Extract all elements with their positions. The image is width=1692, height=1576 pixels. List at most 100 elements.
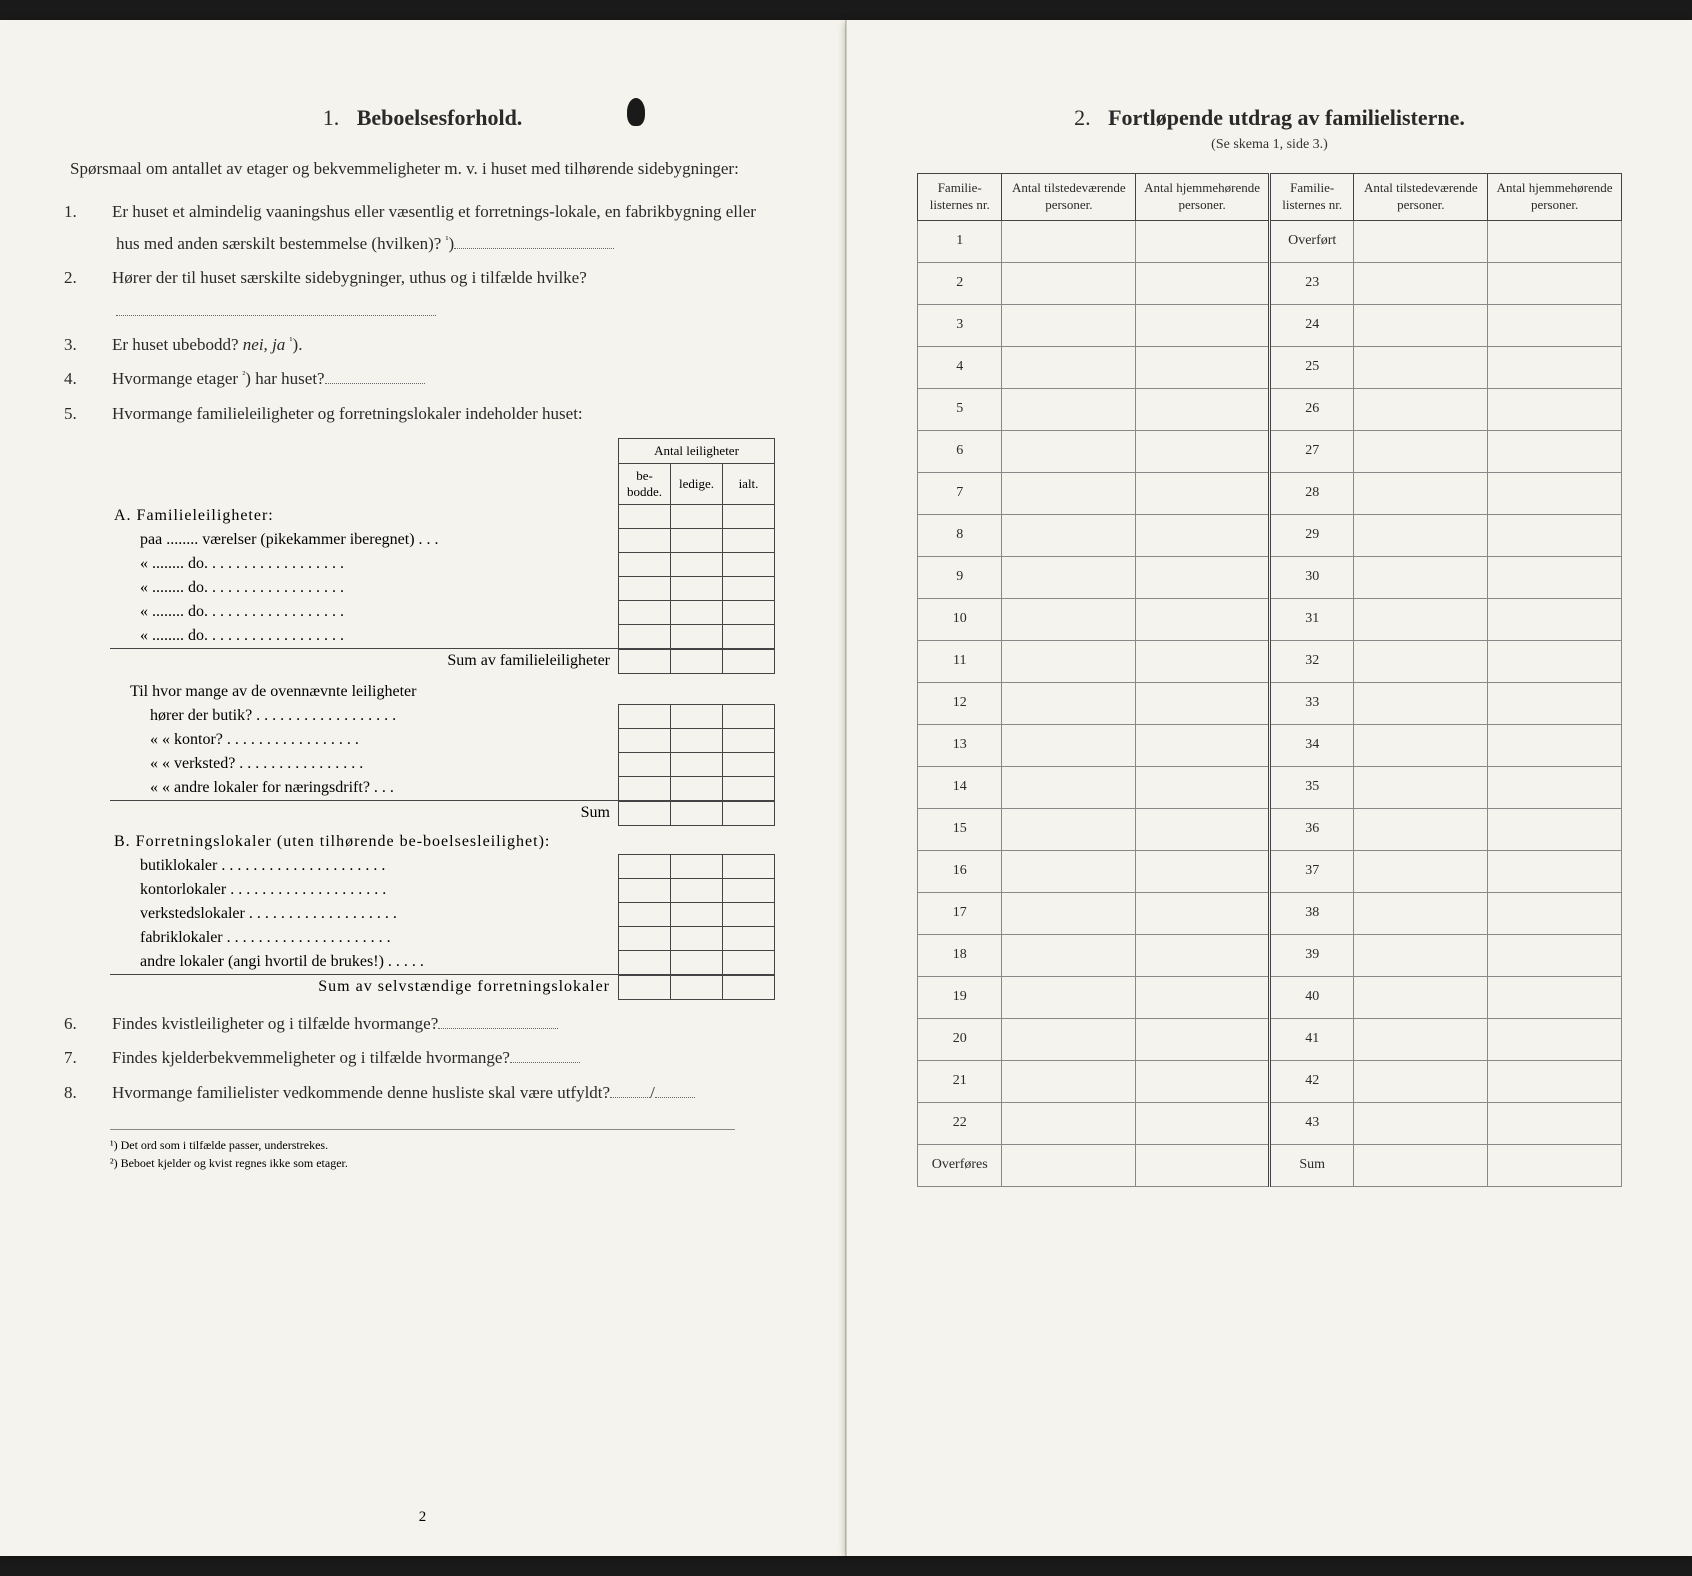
section2-number: 2.: [1074, 105, 1091, 130]
secA-sum: Sum av familieleiligheter: [110, 649, 619, 674]
right-belong: [1488, 346, 1622, 388]
right-belong: [1488, 766, 1622, 808]
left-num: 10: [918, 598, 1002, 640]
secA-r5: « ........ do. . . . . . . . . . . . . .…: [110, 624, 619, 649]
right-present: [1354, 934, 1488, 976]
left-belong: [1136, 976, 1270, 1018]
right-belong: [1488, 1018, 1622, 1060]
q7-text: Findes kjelderbekvemmeligheter og i tilf…: [112, 1048, 510, 1067]
secA2-r1: hører der butik? . . . . . . . . . . . .…: [110, 704, 619, 728]
left-num: 7: [918, 472, 1002, 514]
left-belong: [1136, 472, 1270, 514]
left-present: [1002, 1102, 1136, 1144]
family-list-table: Familie-listernes nr. Antal tilstedevære…: [917, 173, 1622, 1187]
left-belong: [1136, 346, 1270, 388]
secA2-r2: « « kontor? . . . . . . . . . . . . . . …: [110, 728, 619, 752]
right-belong: [1488, 262, 1622, 304]
fam-h4: Familie-listernes nr.: [1269, 174, 1353, 221]
right-belong: [1488, 304, 1622, 346]
q5-text: Hvormange familieleiligheter og forretni…: [112, 404, 583, 423]
right-num: 31: [1269, 598, 1353, 640]
right-belong: [1488, 556, 1622, 598]
left-present: [1002, 766, 1136, 808]
right-num: 29: [1269, 514, 1353, 556]
right-present: [1354, 1018, 1488, 1060]
right-num: 36: [1269, 808, 1353, 850]
table-row: 1738: [918, 892, 1622, 934]
right-num: 35: [1269, 766, 1353, 808]
left-present: [1002, 724, 1136, 766]
page-right: 2. Fortløpende utdrag av familielisterne…: [846, 20, 1692, 1556]
right-num: 32: [1269, 640, 1353, 682]
left-present: [1002, 430, 1136, 472]
table-row: 10 31: [918, 598, 1622, 640]
right-present: [1354, 346, 1488, 388]
footnotes: ¹) Det ord som i tilfælde passer, unders…: [110, 1129, 735, 1172]
left-num: 17: [918, 892, 1002, 934]
left-num: 5: [918, 388, 1002, 430]
left-belong: [1136, 682, 1270, 724]
right-num: 39: [1269, 934, 1353, 976]
left-belong: [1136, 808, 1270, 850]
secA2-intro: Til hvor mange av de ovennævnte leilighe…: [110, 673, 619, 704]
fam-h6: Antal hjemmehørende personer.: [1488, 174, 1622, 221]
left-present: [1002, 640, 1136, 682]
left-num: 16: [918, 850, 1002, 892]
q8: 8.Hvormange familielister vedkommende de…: [116, 1077, 775, 1109]
right-present: [1354, 724, 1488, 766]
tbl-h1: be-bodde.: [619, 463, 671, 504]
right-present: [1354, 1144, 1488, 1186]
right-num: 41: [1269, 1018, 1353, 1060]
right-present: [1354, 808, 1488, 850]
left-belong: [1136, 766, 1270, 808]
fn1-mark: ¹): [110, 1138, 118, 1152]
section1-title: 1. Beboelsesforhold.: [70, 105, 775, 131]
right-present: [1354, 598, 1488, 640]
right-present: [1354, 892, 1488, 934]
section2-title: 2. Fortløpende utdrag av familielisterne…: [917, 105, 1622, 131]
left-belong: [1136, 1018, 1270, 1060]
left-num: 2: [918, 262, 1002, 304]
left-belong: [1136, 556, 1270, 598]
table-row: 1Overført: [918, 220, 1622, 262]
left-belong: [1136, 850, 1270, 892]
left-num: 8: [918, 514, 1002, 556]
right-present: [1354, 262, 1488, 304]
left-num: 14: [918, 766, 1002, 808]
right-num: 37: [1269, 850, 1353, 892]
secA2-r4: « « andre lokaler for næringsdrift? . . …: [110, 776, 619, 801]
table-row: 1637: [918, 850, 1622, 892]
right-num: 27: [1269, 430, 1353, 472]
secA-r3: « ........ do. . . . . . . . . . . . . .…: [110, 576, 619, 600]
right-belong: [1488, 892, 1622, 934]
table-row: 6 27: [918, 430, 1622, 472]
left-num: 6: [918, 430, 1002, 472]
right-belong: [1488, 220, 1622, 262]
left-belong: [1136, 514, 1270, 556]
right-belong: [1488, 934, 1622, 976]
left-present: [1002, 934, 1136, 976]
fam-h3: Antal hjemmehørende personer.: [1136, 174, 1270, 221]
right-num: 30: [1269, 556, 1353, 598]
q2: 2.Hører der til huset særskilte sidebygn…: [116, 262, 775, 327]
left-belong: [1136, 892, 1270, 934]
left-present: [1002, 1018, 1136, 1060]
left-present: [1002, 388, 1136, 430]
left-present: [1002, 892, 1136, 934]
page-number-left: 2: [419, 1509, 427, 1526]
right-num: 23: [1269, 262, 1353, 304]
left-num: 18: [918, 934, 1002, 976]
secA2-sum: Sum: [110, 801, 619, 826]
secB-sum: Sum av selvstændige forretningslokaler: [110, 975, 619, 1000]
right-present: [1354, 430, 1488, 472]
intro-text: Spørsmaal om antallet av etager og bekve…: [70, 155, 775, 184]
left-present: [1002, 304, 1136, 346]
left-num: 9: [918, 556, 1002, 598]
tbl-header-top: Antal leiligheter: [619, 438, 775, 463]
left-belong: [1136, 220, 1270, 262]
left-belong: [1136, 304, 1270, 346]
secB-r5: andre lokaler (angi hvortil de brukes!) …: [110, 950, 619, 975]
table-row: 8 29: [918, 514, 1622, 556]
left-num: Overføres: [918, 1144, 1002, 1186]
right-present: [1354, 556, 1488, 598]
